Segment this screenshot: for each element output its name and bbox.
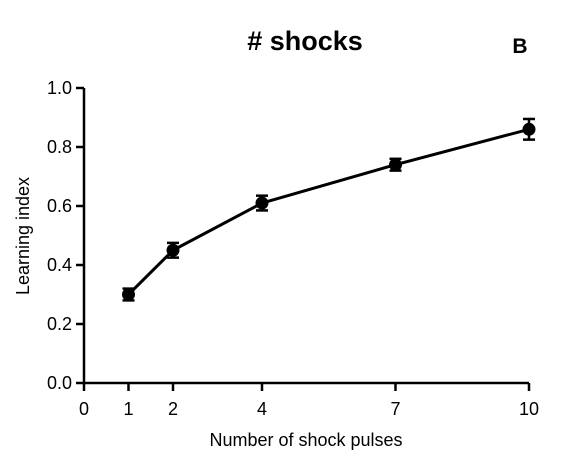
y-tick-label: 0.8: [47, 137, 72, 157]
x-tick-label: 2: [168, 399, 178, 419]
x-axis-ticks: 0 1 2 4 7 10: [79, 383, 539, 419]
series-line: [127, 127, 530, 296]
x-tick-label: 7: [390, 399, 400, 419]
y-tick-label: 0.4: [47, 255, 72, 275]
data-point: [255, 196, 269, 210]
y-tick-label: 0.2: [47, 314, 72, 334]
y-tick-label: 1.0: [47, 78, 72, 98]
data-point: [522, 122, 536, 136]
chart-title: # shocks: [247, 26, 363, 56]
y-axis-label: Learning index: [13, 177, 33, 295]
panel-label: B: [512, 35, 527, 58]
y-tick-label: 0.6: [47, 196, 72, 216]
x-tick-label: 10: [519, 399, 539, 419]
x-tick-label: 0: [79, 399, 89, 419]
x-tick-label: 4: [257, 399, 267, 419]
x-axis-label: Number of shock pulses: [209, 430, 402, 450]
y-axis-ticks: 0.0 0.2 0.4 0.6 0.8 1.0: [47, 78, 84, 393]
x-tick-label: 1: [123, 399, 133, 419]
data-series: [122, 117, 536, 302]
data-point: [389, 158, 402, 172]
data-point: [122, 288, 135, 301]
y-tick-label: 0.0: [47, 373, 72, 393]
data-point: [166, 243, 180, 257]
